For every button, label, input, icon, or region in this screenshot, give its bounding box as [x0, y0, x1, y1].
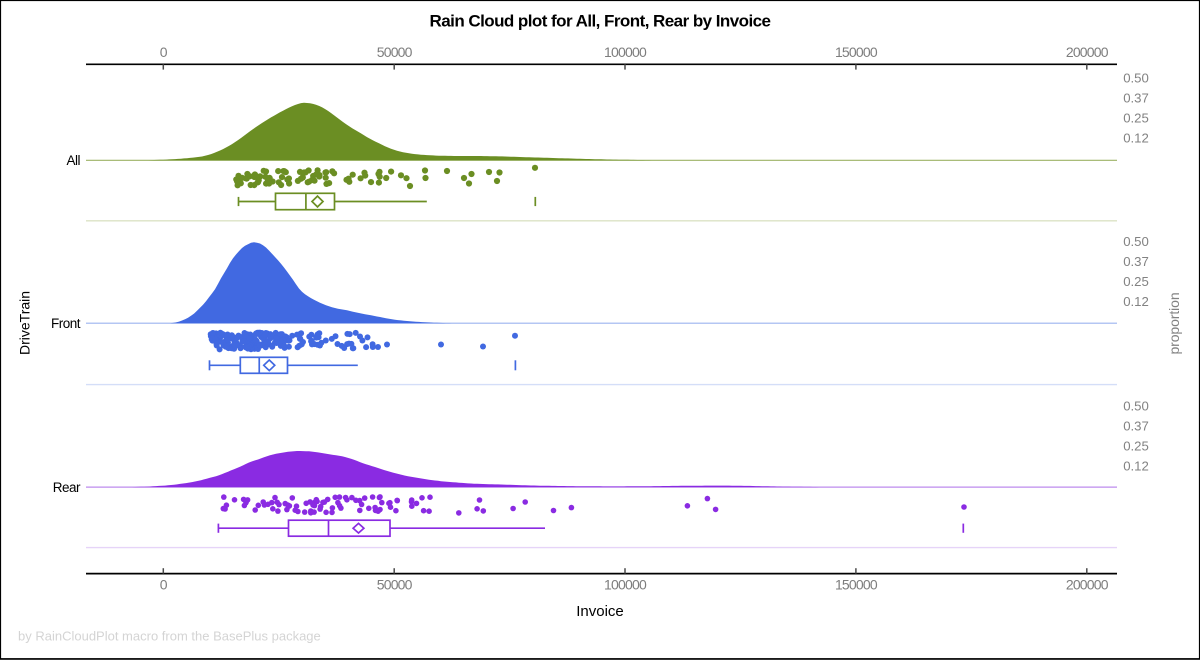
svg-text:0.25: 0.25: [1123, 111, 1149, 126]
svg-text:0.50: 0.50: [1123, 399, 1149, 414]
svg-text:100000: 100000: [604, 44, 647, 60]
svg-text:50000: 50000: [377, 577, 413, 593]
svg-text:0.25: 0.25: [1123, 439, 1149, 454]
svg-text:150000: 150000: [835, 44, 878, 60]
svg-text:Invoice: Invoice: [576, 603, 624, 620]
svg-text:0: 0: [160, 577, 168, 593]
svg-text:200000: 200000: [1066, 44, 1109, 60]
svg-text:0.12: 0.12: [1123, 131, 1149, 146]
svg-text:100000: 100000: [604, 577, 647, 593]
svg-text:Rear: Rear: [53, 480, 81, 495]
svg-text:0.25: 0.25: [1123, 274, 1149, 289]
svg-text:Rain Cloud plot for All, Front: Rain Cloud plot for All, Front, Rear by …: [430, 12, 771, 31]
svg-text:DriveTrain: DriveTrain: [17, 291, 33, 355]
svg-text:proportion: proportion: [1166, 292, 1182, 354]
svg-text:All: All: [66, 153, 80, 168]
svg-text:0.37: 0.37: [1123, 419, 1149, 434]
svg-text:0.50: 0.50: [1123, 234, 1149, 249]
svg-text:0.37: 0.37: [1123, 91, 1149, 106]
svg-text:0.37: 0.37: [1123, 254, 1149, 269]
svg-text:0.12: 0.12: [1123, 459, 1149, 474]
svg-text:50000: 50000: [377, 44, 413, 60]
svg-text:0.12: 0.12: [1123, 294, 1149, 309]
svg-text:0.50: 0.50: [1123, 71, 1149, 86]
svg-text:0: 0: [160, 44, 168, 60]
svg-text:by RainCloudPlot macro from th: by RainCloudPlot macro from the BasePlus…: [18, 629, 321, 644]
svg-text:150000: 150000: [835, 577, 878, 593]
svg-text:200000: 200000: [1066, 577, 1109, 593]
svg-text:Front: Front: [51, 316, 81, 331]
